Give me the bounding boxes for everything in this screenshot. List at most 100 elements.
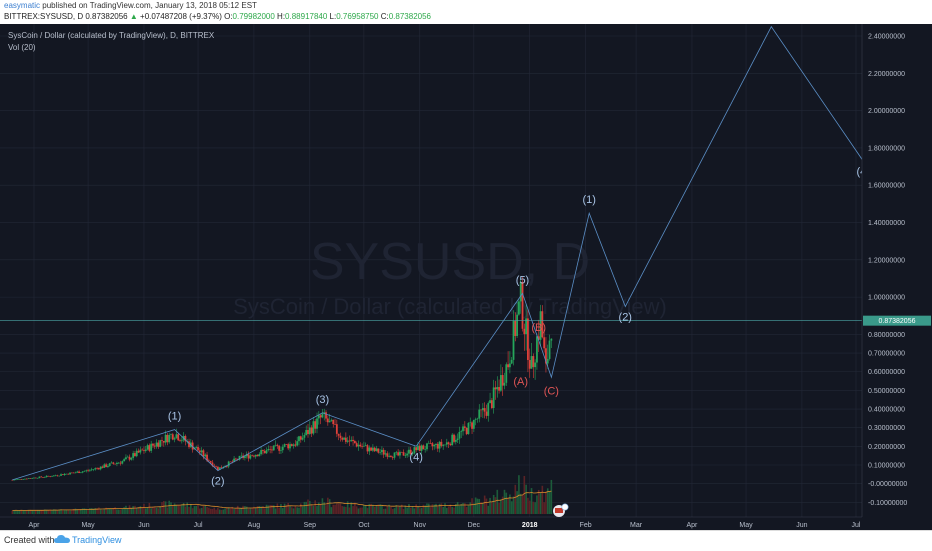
- candle-body: [418, 445, 421, 451]
- volume-bar: [263, 508, 266, 514]
- volume-bar: [363, 504, 365, 514]
- volume-bar: [269, 504, 271, 514]
- volume-bar: [446, 507, 448, 514]
- flag-icon[interactable]: [553, 503, 569, 517]
- volume-bar: [280, 503, 282, 514]
- open-label: O:: [224, 12, 233, 21]
- event-badge: [561, 503, 569, 511]
- volume-bar: [400, 504, 403, 514]
- volume-bar: [483, 495, 486, 514]
- volume-bar: [217, 507, 219, 514]
- volume-bar: [168, 500, 170, 514]
- candle-body: [265, 450, 268, 454]
- y-tick-label: 2.40000000: [868, 34, 905, 41]
- volume-bar: [141, 508, 143, 514]
- candle-body: [476, 418, 479, 420]
- candle-body: [371, 447, 374, 451]
- time-scale[interactable]: [0, 517, 932, 530]
- volume-bar: [58, 509, 61, 514]
- candle-body: [456, 438, 459, 440]
- volume-bar: [289, 506, 291, 514]
- volume-bar: [218, 509, 221, 514]
- volume-bar: [451, 507, 454, 514]
- candle-body: [298, 436, 300, 442]
- volume-bar: [382, 508, 385, 514]
- candle-body: [444, 444, 446, 446]
- y-tick-label: 1.80000000: [868, 145, 905, 152]
- candle-body: [188, 441, 190, 448]
- volume-bar: [480, 501, 482, 514]
- y-tick-label: 0.50000000: [868, 388, 905, 395]
- candle-body: [81, 471, 84, 473]
- volume-bar: [370, 503, 372, 514]
- volume-bar: [254, 508, 257, 514]
- candle-body: [316, 418, 318, 429]
- candle-body: [435, 443, 437, 446]
- volume-bar: [222, 509, 225, 514]
- candle-body: [382, 449, 385, 455]
- volume-bar: [146, 507, 149, 514]
- volume-bar: [74, 508, 77, 514]
- candle-body: [56, 475, 59, 477]
- candle-body: [381, 449, 383, 453]
- candle-body: [409, 449, 412, 455]
- volume-bar: [420, 507, 423, 514]
- candle-body: [417, 445, 419, 451]
- candle-body: [388, 455, 391, 457]
- candle-body: [343, 437, 345, 440]
- x-tick-label: Dec: [468, 522, 481, 529]
- volume-bar: [258, 506, 261, 514]
- candle-body: [168, 434, 171, 443]
- candle-body: [505, 364, 508, 383]
- footer-bar: Created with TradingView: [0, 530, 932, 551]
- volume-bar: [545, 491, 547, 514]
- author-link[interactable]: easymatic: [4, 1, 41, 10]
- price-chart[interactable]: SYSUSD, D SysCoin / Dollar (calculated b…: [0, 24, 932, 530]
- candle-body: [240, 455, 243, 457]
- volume-bar: [130, 508, 133, 514]
- x-tick-label: Jul: [194, 522, 203, 529]
- volume-bar: [474, 497, 477, 514]
- candle-body: [152, 443, 154, 446]
- x-tick-label: May: [81, 522, 95, 529]
- candle-body: [31, 478, 34, 479]
- volume-bar: [404, 505, 407, 514]
- candle-body: [195, 447, 198, 449]
- chart-area[interactable]: SYSUSD, D SysCoin / Dollar (calculated b…: [0, 24, 932, 530]
- candle-body: [420, 445, 423, 451]
- candle-body: [474, 419, 477, 420]
- price-scale[interactable]: [862, 24, 932, 530]
- volume-bar: [305, 501, 307, 514]
- volume-bar: [101, 509, 104, 514]
- volume-bar: [179, 504, 181, 514]
- volume-bar: [539, 492, 542, 514]
- candle-body: [244, 456, 246, 458]
- candle-body: [319, 415, 322, 418]
- candle-body: [460, 431, 463, 432]
- volume-bar: [265, 504, 268, 514]
- candle-body: [346, 440, 349, 442]
- volume-bar: [33, 510, 35, 514]
- candle-body: [78, 471, 80, 474]
- candle-body: [45, 475, 48, 478]
- volume-bar: [440, 503, 443, 514]
- volume-bar: [469, 502, 472, 514]
- tradingview-brand[interactable]: TradingView: [72, 535, 122, 545]
- candle-body: [364, 445, 367, 446]
- volume-bar: [523, 475, 526, 514]
- volume-bar: [245, 506, 248, 514]
- volume-bar: [60, 509, 62, 514]
- volume-bar: [525, 484, 527, 514]
- volume-bar: [323, 502, 326, 514]
- volume-bar: [325, 505, 327, 514]
- volume-bar: [83, 508, 86, 514]
- candle-body: [83, 471, 86, 472]
- candle-body: [492, 387, 495, 409]
- candle-body: [489, 400, 491, 404]
- volume-bar: [447, 506, 450, 514]
- volume-bar: [478, 498, 481, 514]
- candle-body: [290, 444, 293, 446]
- candle-body: [462, 426, 464, 432]
- volume-bar: [125, 505, 127, 514]
- candle-body: [49, 476, 52, 477]
